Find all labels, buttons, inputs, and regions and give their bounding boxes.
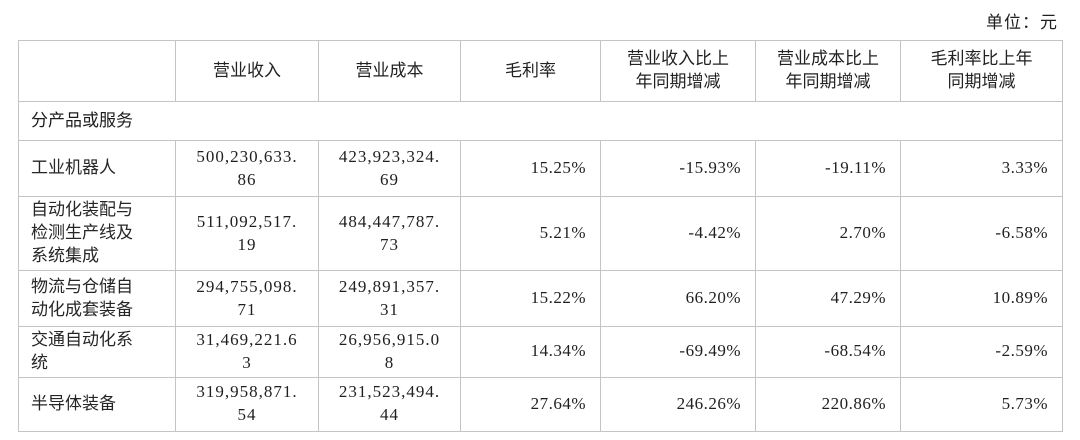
section-label: 分产品或服务 xyxy=(18,101,1063,141)
row-revenue: 500,230,633. 86 xyxy=(175,140,319,197)
row-revenue: 319,958,871. 54 xyxy=(175,376,319,432)
row-revenue: 31,469,221.6 3 xyxy=(175,326,319,378)
row-gross-margin: 15.25% xyxy=(460,140,601,197)
row-gross-margin: 5.21% xyxy=(460,196,601,271)
row-name: 工业机器人 xyxy=(18,140,176,197)
row-gross-margin-yoy: 3.33% xyxy=(900,140,1063,197)
row-revenue-yoy: -4.42% xyxy=(600,196,756,271)
row-revenue-yoy: -15.93% xyxy=(600,140,756,197)
table-row: 交通自动化系 统 31,469,221.6 3 26,956,915.0 8 1… xyxy=(18,326,1063,378)
header-revenue: 营业收入 xyxy=(175,40,319,102)
header-cost: 营业成本 xyxy=(318,40,461,102)
row-gross-margin-yoy: -2.59% xyxy=(900,326,1063,378)
header-gross-margin: 毛利率 xyxy=(460,40,601,102)
row-revenue-yoy: 66.20% xyxy=(600,270,756,327)
row-gross-margin-yoy: -6.58% xyxy=(900,196,1063,271)
row-cost: 423,923,324. 69 xyxy=(318,140,461,197)
row-revenue-yoy: 246.26% xyxy=(600,376,756,432)
row-cost-yoy: 47.29% xyxy=(755,270,901,327)
row-gross-margin: 15.22% xyxy=(460,270,601,327)
row-cost-yoy: 220.86% xyxy=(755,376,901,432)
header-gross-margin-yoy: 毛利率比上年 同期增减 xyxy=(900,40,1063,102)
table-row: 半导体装备 319,958,871. 54 231,523,494. 44 27… xyxy=(18,376,1063,432)
row-revenue: 294,755,098. 71 xyxy=(175,270,319,327)
row-gross-margin: 27.64% xyxy=(460,376,601,432)
row-gross-margin-yoy: 5.73% xyxy=(900,376,1063,432)
table-row: 物流与仓储自 动化成套装备 294,755,098. 71 249,891,35… xyxy=(18,270,1063,327)
header-cost-yoy: 营业成本比上 年同期增减 xyxy=(755,40,901,102)
row-cost-yoy: 2.70% xyxy=(755,196,901,271)
row-cost: 231,523,494. 44 xyxy=(318,376,461,432)
table-row: 工业机器人 500,230,633. 86 423,923,324. 69 15… xyxy=(18,140,1063,197)
row-gross-margin: 14.34% xyxy=(460,326,601,378)
row-revenue-yoy: -69.49% xyxy=(600,326,756,378)
row-cost: 484,447,787. 73 xyxy=(318,196,461,271)
row-name: 交通自动化系 统 xyxy=(18,326,176,378)
header-blank xyxy=(18,40,176,102)
table-row: 自动化装配与 检测生产线及 系统集成 511,092,517. 19 484,4… xyxy=(18,196,1063,271)
row-cost: 249,891,357. 31 xyxy=(318,270,461,327)
row-cost-yoy: -19.11% xyxy=(755,140,901,197)
row-gross-margin-yoy: 10.89% xyxy=(900,270,1063,327)
row-name: 半导体装备 xyxy=(18,376,176,432)
section-row: 分产品或服务 xyxy=(18,101,1063,141)
row-cost-yoy: -68.54% xyxy=(755,326,901,378)
header-row: 营业收入 营业成本 毛利率 营业收入比上 年同期增减 营业成本比上 年同期增减 … xyxy=(18,40,1063,102)
unit-label: 单位：元 xyxy=(986,13,1058,32)
row-cost: 26,956,915.0 8 xyxy=(318,326,461,378)
row-name: 自动化装配与 检测生产线及 系统集成 xyxy=(18,196,176,271)
header-revenue-yoy: 营业收入比上 年同期增减 xyxy=(600,40,756,102)
row-name: 物流与仓储自 动化成套装备 xyxy=(18,270,176,327)
financial-table: 营业收入 营业成本 毛利率 营业收入比上 年同期增减 营业成本比上 年同期增减 … xyxy=(18,40,1063,432)
row-revenue: 511,092,517. 19 xyxy=(175,196,319,271)
